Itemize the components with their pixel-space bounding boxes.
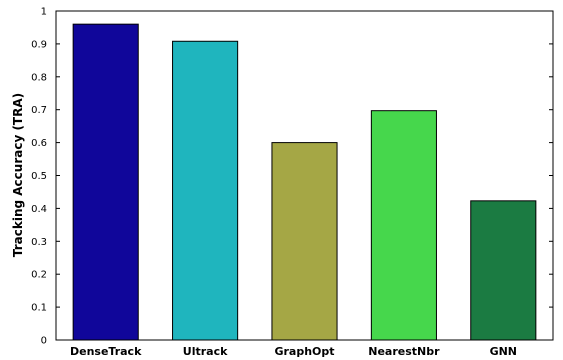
x-category-label: Ultrack — [183, 345, 228, 358]
y-ticks-group: 0 0.1 0.2 0.3 0.4 0.5 0.6 0.7 0.8 0.9 1 — [31, 7, 553, 347]
x-category-label: GraphOpt — [274, 345, 334, 358]
y-tick-label: 1 — [41, 7, 47, 18]
y-tick-label: 0.1 — [31, 303, 47, 314]
x-category-label: DenseTrack — [70, 345, 142, 358]
y-tick-label: 0.5 — [31, 171, 47, 182]
bar-gnn — [470, 200, 537, 341]
y-axis-title: Tracking Accuracy (TRA) — [11, 93, 25, 257]
bar-nearestnbr — [370, 110, 437, 341]
y-tick-label: 0.6 — [31, 138, 47, 149]
y-tick-label: 0.7 — [31, 105, 47, 116]
y-tick-label: 0.9 — [31, 39, 47, 50]
y-tick-label: 0.2 — [31, 270, 47, 281]
x-labels-group: DenseTrack Ultrack GraphOpt NearestNbr GNN — [70, 345, 517, 358]
y-tick-label: 0.4 — [31, 204, 47, 215]
bars-group — [72, 23, 537, 341]
bar-graphopt — [271, 142, 338, 341]
bar-densetrack — [72, 23, 139, 341]
y-tick-label: 0.8 — [31, 72, 47, 83]
x-category-label: NearestNbr — [368, 345, 440, 358]
y-tick-label: 0 — [41, 336, 47, 347]
x-category-label: GNN — [490, 345, 517, 358]
y-tick-label: 0.3 — [31, 237, 47, 248]
bar-ultrack — [172, 40, 239, 341]
